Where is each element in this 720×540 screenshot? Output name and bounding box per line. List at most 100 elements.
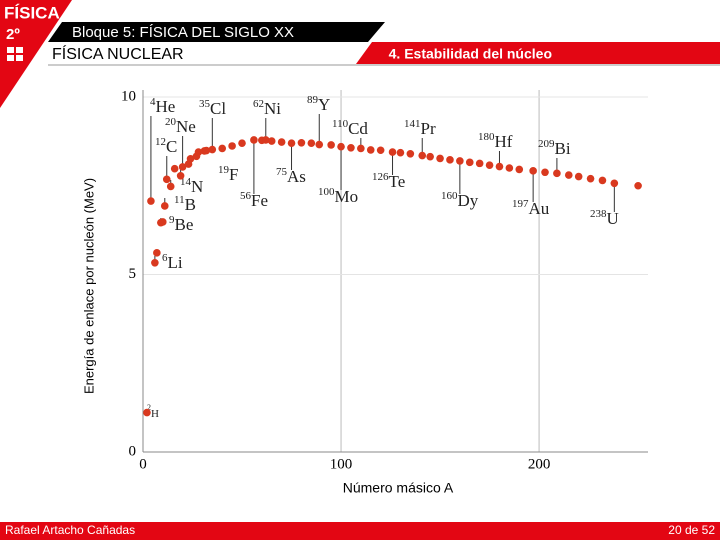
data-point [170,164,179,173]
element-symbol: Cl [210,99,226,118]
mass-number: 238 [590,208,607,220]
mass-number: 35 [199,98,211,110]
data-point [529,167,537,175]
mass-number: 197 [512,198,529,210]
nuclide-label: 4He [150,96,175,116]
data-point [186,154,195,163]
nuclide-label: 75As [276,166,306,186]
mass-number: 56 [240,190,252,202]
data-point [485,161,494,169]
x-tick-label: 200 [528,456,551,472]
nuclide-label: 12C [155,136,177,156]
course: 2º [6,26,20,43]
data-point [347,143,355,152]
data-point [505,164,514,172]
data-point [388,148,397,156]
mass-number: 4 [150,96,156,108]
data-point [166,182,175,191]
mass-number: 19 [218,164,230,176]
mass-number: 9 [169,214,175,226]
data-point [194,148,203,156]
nuclide-label: 2H [147,403,159,420]
element-symbol: As [287,167,306,186]
header-bar [48,22,385,42]
corner-band [0,0,72,108]
author: Rafael Artacho Cañadas [5,523,135,537]
data-point [357,144,365,153]
plot-area [143,90,648,452]
element-symbol: Pr [421,119,436,138]
data-point [553,169,561,178]
data-point [396,148,405,157]
element-symbol: Li [168,253,183,272]
nuclide-label: 14N [180,176,203,196]
data-point [261,136,270,144]
data-point [418,151,427,160]
subject: FÍSICA [4,3,60,22]
data-point [436,154,444,163]
mass-number: 141 [404,118,421,130]
data-point [307,139,316,147]
element-symbol: Bi [555,139,571,158]
element-symbol: Hf [495,132,513,151]
nuclide-label: 238U [590,208,619,228]
mass-number: 100 [318,186,335,198]
element-symbol: Te [389,172,406,191]
element-symbol: N [191,177,203,196]
data-point [147,197,155,205]
nuclide-label: 19F [218,164,238,184]
nuclide-label: 180Hf [478,131,513,151]
mass-number: 6 [162,252,168,264]
element-symbol: Mo [335,187,359,206]
mass-number: 110 [332,118,349,130]
nuclide-label: 56Fe [240,190,268,210]
data-point [634,181,642,190]
data-point [267,137,276,145]
data-point [337,142,345,151]
element-symbol: F [229,165,238,184]
element-symbol: Dy [458,191,479,210]
data-point [159,218,167,226]
mass-number: 160 [441,190,458,202]
data-point [178,163,187,171]
element-symbol: Au [529,199,550,218]
y-tick-label: 10 [121,88,136,104]
mass-number: 12 [155,136,166,148]
nuclide-label: 6Li [162,252,183,272]
nuclide-label: 9Be [169,214,193,234]
data-point [586,174,595,183]
data-point [208,145,217,154]
element-symbol: Ne [176,117,196,136]
mass-number: 209 [538,138,555,150]
data-point [327,141,335,149]
element-symbol: B [185,195,196,214]
element-symbol: He [156,97,176,116]
data-point [446,156,454,164]
data-point [176,172,185,180]
data-point [143,408,151,417]
data-point [151,258,159,267]
icon [7,47,23,61]
data-point [515,165,524,174]
nuclide-label: 89Y [307,94,330,114]
data-point [250,136,258,144]
nuclide-label: 11B [174,194,196,214]
nuclide-label: 35Cl [199,98,226,118]
data-point [574,172,583,181]
mass-number: 75 [276,166,288,178]
data-point [297,138,306,147]
mass-number: 89 [307,94,319,106]
data-point [610,179,619,188]
y-axis-title: Energía de enlace por nucleón (MeV) [81,178,96,394]
data-point [160,202,169,210]
data-point [277,138,286,146]
element-symbol: Cd [348,119,368,138]
nuclide-label: 141Pr [404,118,436,138]
mass-number: 20 [165,116,177,128]
element-symbol: H [151,408,159,420]
element-symbol: Y [318,95,330,114]
data-point [218,144,227,153]
data-point [475,159,484,168]
data-point [406,150,415,158]
